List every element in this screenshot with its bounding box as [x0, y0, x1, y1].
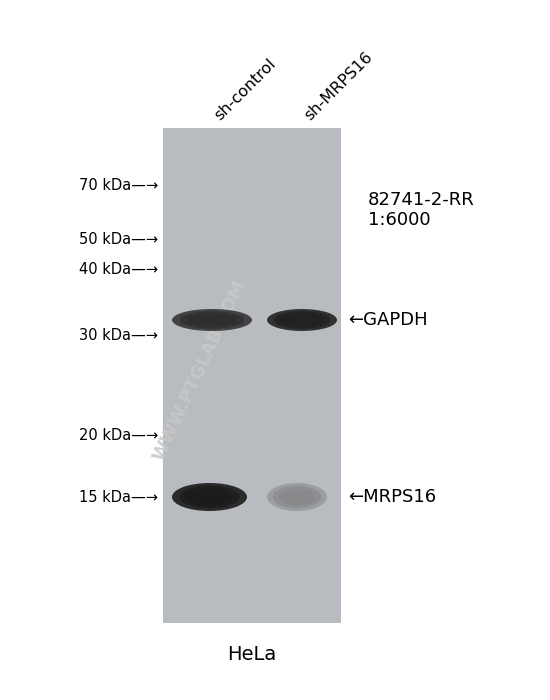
Bar — [163, 128, 341, 623]
Ellipse shape — [172, 483, 247, 511]
Text: 50 kDa—→: 50 kDa—→ — [79, 232, 158, 248]
Text: 40 kDa—→: 40 kDa—→ — [79, 262, 158, 277]
Text: sh-control: sh-control — [212, 56, 279, 123]
Text: HeLa: HeLa — [227, 645, 277, 664]
Ellipse shape — [279, 489, 315, 505]
Text: WWW.PTGLAB.COM: WWW.PTGLAB.COM — [150, 276, 250, 463]
Ellipse shape — [172, 309, 252, 331]
Text: ←GAPDH: ←GAPDH — [348, 311, 428, 329]
Ellipse shape — [273, 486, 321, 508]
Text: 15 kDa—→: 15 kDa—→ — [79, 489, 158, 505]
Text: ←MRPS16: ←MRPS16 — [348, 488, 436, 506]
Text: 70 kDa—→: 70 kDa—→ — [79, 178, 158, 193]
Text: 20 kDa—→: 20 kDa—→ — [79, 428, 158, 442]
Ellipse shape — [180, 312, 244, 329]
Text: 82741-2-RR
1:6000: 82741-2-RR 1:6000 — [368, 190, 475, 230]
Ellipse shape — [187, 489, 232, 505]
Ellipse shape — [179, 486, 239, 508]
Ellipse shape — [274, 312, 330, 329]
Ellipse shape — [267, 483, 327, 511]
Ellipse shape — [267, 309, 337, 331]
Ellipse shape — [188, 314, 236, 327]
Text: 30 kDa—→: 30 kDa—→ — [79, 328, 158, 342]
Text: sh-MRPS16: sh-MRPS16 — [302, 49, 376, 123]
Ellipse shape — [281, 314, 323, 327]
